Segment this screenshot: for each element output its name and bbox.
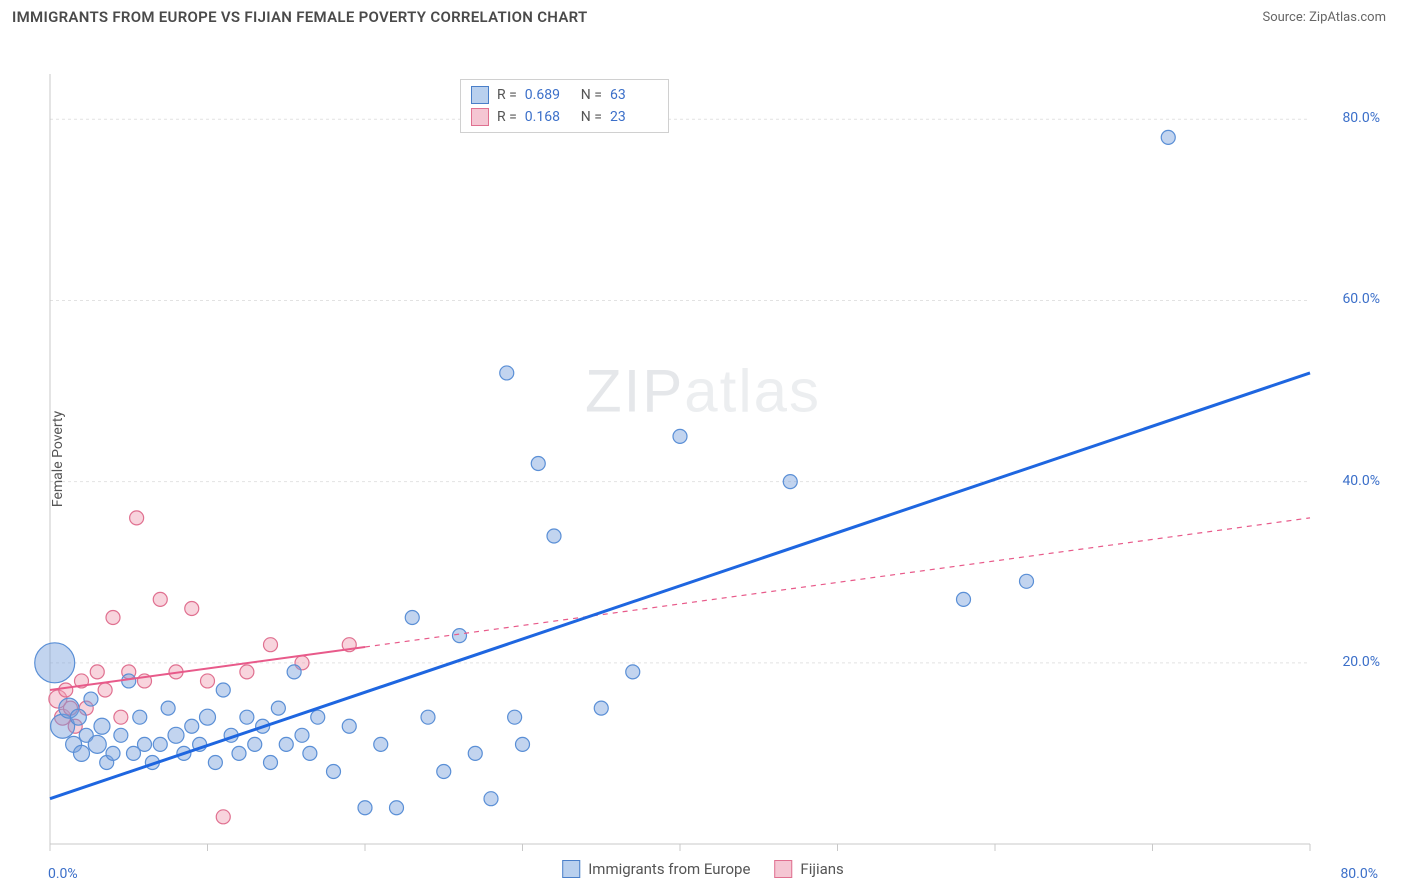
chart-container: Female Poverty ZIPatlas R = 0.689 N = 63…	[0, 34, 1406, 884]
data-point	[35, 643, 75, 683]
data-point	[358, 801, 372, 815]
legend-row-series-1: R = 0.168 N = 23	[471, 106, 658, 128]
y-tick-label: 40.0%	[1342, 473, 1380, 489]
chart-title: IMMIGRANTS FROM EUROPE VS FIJIAN FEMALE …	[12, 8, 588, 26]
data-point	[106, 611, 120, 625]
data-point	[153, 592, 167, 606]
data-point	[94, 718, 110, 734]
r-label: R =	[497, 109, 517, 125]
data-point	[84, 692, 98, 706]
data-point	[1020, 574, 1034, 588]
data-point	[208, 755, 222, 769]
data-point	[437, 765, 451, 779]
y-tick-label: 60.0%	[1342, 291, 1380, 307]
data-point	[271, 701, 285, 715]
data-point	[70, 709, 86, 725]
y-tick-label: 80.0%	[1342, 110, 1380, 126]
data-point	[133, 710, 147, 724]
data-point	[295, 728, 309, 742]
data-point	[130, 511, 144, 525]
data-point	[264, 755, 278, 769]
data-point	[240, 710, 254, 724]
data-point	[500, 366, 514, 380]
data-point	[88, 735, 106, 753]
legend-label-0: Immigrants from Europe	[588, 860, 750, 878]
scatter-chart-svg	[0, 34, 1406, 884]
data-point	[106, 746, 120, 760]
data-point	[185, 601, 199, 615]
legend-item-1: Fijians	[774, 860, 843, 878]
n-label: N =	[581, 87, 602, 103]
data-point	[122, 674, 136, 688]
trend-line-fijians-dash	[365, 518, 1310, 647]
data-point	[311, 710, 325, 724]
legend-row-series-0: R = 0.689 N = 63	[471, 84, 658, 106]
data-point	[468, 746, 482, 760]
data-point	[264, 638, 278, 652]
legend-label-1: Fijians	[800, 860, 843, 878]
data-point	[114, 728, 128, 742]
r-value-0: 0.689	[525, 87, 573, 103]
data-point	[1161, 130, 1175, 144]
data-point	[138, 737, 152, 751]
r-label: R =	[497, 87, 517, 103]
legend-swatch-0	[471, 86, 489, 104]
y-axis-label: Female Poverty	[50, 411, 66, 507]
n-label: N =	[581, 109, 602, 125]
data-point	[957, 592, 971, 606]
data-point	[240, 665, 254, 679]
data-point	[626, 665, 640, 679]
legend-swatch-0b	[562, 860, 580, 878]
data-point	[74, 745, 90, 761]
data-point	[216, 810, 230, 824]
data-point	[59, 683, 73, 697]
data-point	[248, 737, 262, 751]
data-point	[153, 737, 167, 751]
data-point	[405, 611, 419, 625]
data-point	[98, 683, 112, 697]
data-point	[390, 801, 404, 815]
chart-header: IMMIGRANTS FROM EUROPE VS FIJIAN FEMALE …	[0, 0, 1406, 34]
data-point	[232, 746, 246, 760]
data-point	[673, 429, 687, 443]
data-point	[327, 765, 341, 779]
data-point	[508, 710, 522, 724]
data-point	[185, 719, 199, 733]
y-tick-label: 20.0%	[1342, 654, 1380, 670]
data-point	[453, 629, 467, 643]
data-point	[303, 746, 317, 760]
data-point	[342, 719, 356, 733]
data-point	[216, 683, 230, 697]
legend-item-0: Immigrants from Europe	[562, 860, 750, 878]
x-axis-min-label: 0.0%	[48, 866, 78, 882]
data-point	[484, 792, 498, 806]
data-point	[374, 737, 388, 751]
data-point	[783, 475, 797, 489]
r-value-1: 0.168	[525, 109, 573, 125]
data-point	[168, 727, 184, 743]
data-point	[547, 529, 561, 543]
data-point	[279, 737, 293, 751]
data-point	[114, 710, 128, 724]
n-value-0: 63	[610, 87, 658, 103]
legend-swatch-1b	[774, 860, 792, 878]
x-axis-max-label: 80.0%	[1340, 866, 1378, 882]
chart-source: Source: ZipAtlas.com	[1262, 10, 1386, 25]
data-point	[421, 710, 435, 724]
data-point	[161, 701, 175, 715]
data-point	[200, 709, 216, 725]
data-point	[594, 701, 608, 715]
data-point	[516, 737, 530, 751]
data-point	[201, 674, 215, 688]
legend-swatch-1	[471, 108, 489, 126]
data-point	[90, 665, 104, 679]
data-point	[287, 665, 301, 679]
n-value-1: 23	[610, 109, 658, 125]
correlation-legend: R = 0.689 N = 63 R = 0.168 N = 23	[460, 79, 669, 133]
series-legend: Immigrants from Europe Fijians	[562, 860, 844, 878]
data-point	[531, 457, 545, 471]
